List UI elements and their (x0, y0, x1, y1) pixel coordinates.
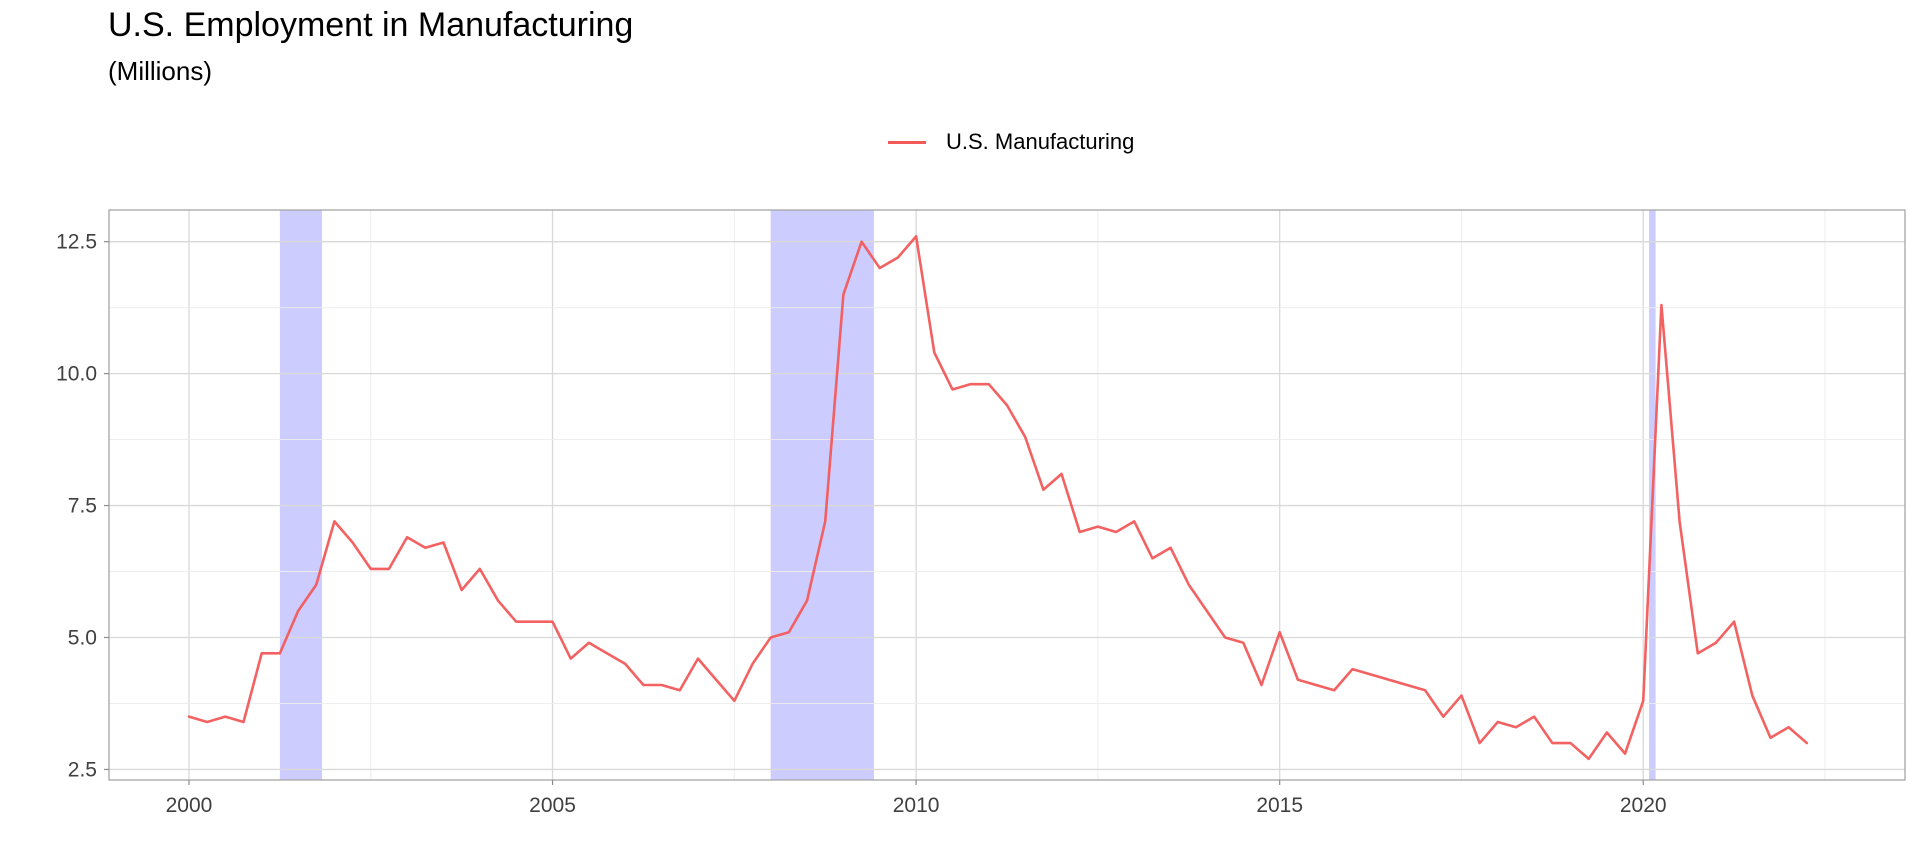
recession-band-0 (279, 210, 323, 780)
chart-subtitle: (Millions) (108, 56, 212, 86)
x-tick-label: 2020 (1620, 794, 1667, 817)
series-line-0 (187, 235, 1809, 761)
y-axis-ticks: 2.5 5.0 7.5 10.0 12.5 (56, 231, 109, 781)
x-tick-label: 2005 (529, 794, 576, 817)
x-tick-label: 2015 (1256, 794, 1303, 817)
recession-bands (279, 210, 1656, 780)
series-lines (187, 235, 1809, 761)
legend-line-key (888, 140, 926, 144)
y-tick-label: 5.0 (68, 627, 97, 650)
y-tick-label: 10.0 (56, 363, 97, 386)
y-tick-label: 7.5 (68, 495, 97, 518)
grid-lines (109, 210, 1905, 780)
y-tick-label: 12.5 (56, 231, 97, 254)
plot-panel-border (108, 209, 1906, 781)
legend-label: U.S. Manufacturing (946, 129, 1135, 154)
chart-title: U.S. Employment in Manufacturing (108, 6, 634, 44)
recession-band-1 (770, 210, 874, 780)
x-tick-label: 2010 (893, 794, 940, 817)
y-tick-label: 2.5 (68, 758, 97, 781)
x-tick-label: 2000 (166, 794, 213, 817)
x-axis-ticks: 2000 2005 2010 2015 2020 (166, 780, 1667, 817)
legend: U.S. Manufacturing (888, 128, 1134, 156)
